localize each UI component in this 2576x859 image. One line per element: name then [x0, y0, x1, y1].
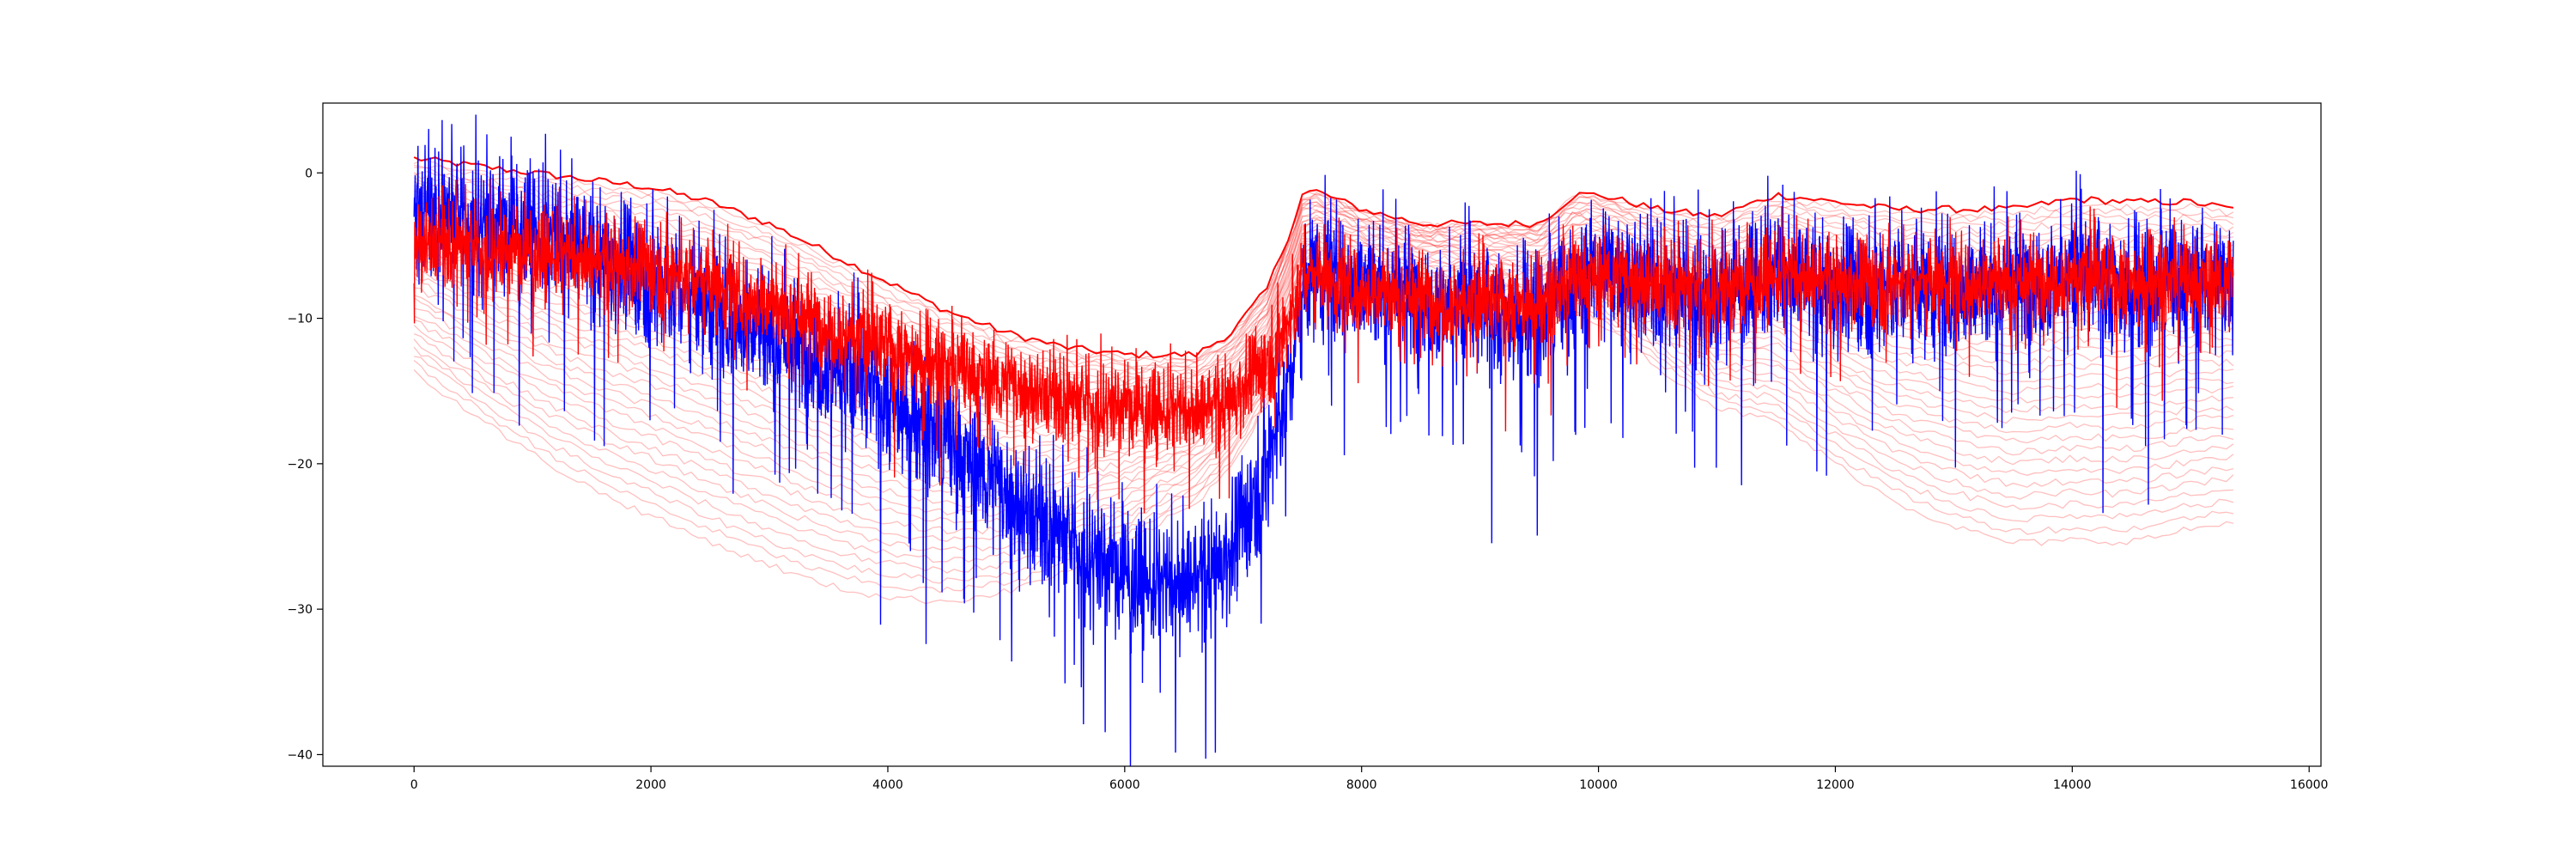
- axis-ticks: 0 2000 4000 6000 8000 10000 12000 14000 16000 0 −1…: [287, 167, 2328, 792]
- x-tick-label: 12000: [1816, 778, 1855, 792]
- series-line: [413, 159, 2234, 362]
- series-layer: [413, 114, 2234, 766]
- x-tick-label: 0: [410, 778, 418, 792]
- series-line: [413, 156, 2234, 359]
- series-line: [413, 178, 2234, 514]
- y-tick-label: −20: [287, 458, 313, 472]
- series-line: [414, 167, 2234, 368]
- x-tick-label: 16000: [2290, 778, 2329, 792]
- x-tick-label: 14000: [2053, 778, 2092, 792]
- x-tick-label: 10000: [1579, 778, 1618, 792]
- y-tick-label: −40: [287, 748, 313, 762]
- x-tick-label: 6000: [1109, 778, 1140, 792]
- x-tick-label: 4000: [872, 778, 903, 792]
- x-tick-label: 2000: [635, 778, 666, 792]
- series-line: [413, 172, 2234, 374]
- series-line: [414, 170, 2234, 370]
- y-tick-label: −10: [287, 313, 313, 326]
- series-line: [414, 164, 2234, 363]
- y-tick-label: −30: [287, 603, 313, 617]
- y-tick-label: 0: [305, 167, 313, 180]
- plot-frame: [322, 102, 2322, 767]
- x-tick-label: 8000: [1346, 778, 1377, 792]
